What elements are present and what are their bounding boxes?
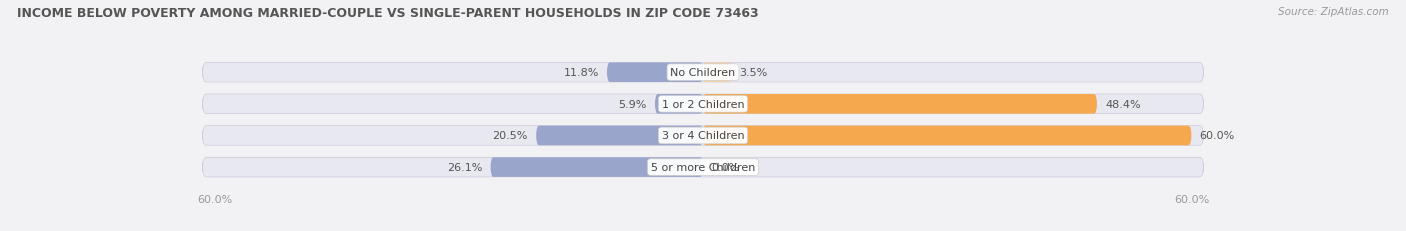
FancyBboxPatch shape (491, 158, 703, 177)
FancyBboxPatch shape (202, 63, 1204, 83)
Text: 48.4%: 48.4% (1105, 99, 1140, 109)
FancyBboxPatch shape (703, 95, 1097, 114)
FancyBboxPatch shape (202, 158, 1204, 177)
Text: 11.8%: 11.8% (564, 68, 599, 78)
FancyBboxPatch shape (607, 63, 703, 83)
Text: 0.0%: 0.0% (711, 162, 740, 172)
FancyBboxPatch shape (202, 95, 1204, 114)
FancyBboxPatch shape (202, 126, 1204, 146)
Text: 5.9%: 5.9% (619, 99, 647, 109)
Text: 5 or more Children: 5 or more Children (651, 162, 755, 172)
Text: Source: ZipAtlas.com: Source: ZipAtlas.com (1278, 7, 1389, 17)
FancyBboxPatch shape (703, 126, 1191, 146)
Text: 20.5%: 20.5% (492, 131, 529, 141)
Text: 60.0%: 60.0% (1199, 131, 1234, 141)
FancyBboxPatch shape (655, 95, 703, 114)
Text: INCOME BELOW POVERTY AMONG MARRIED-COUPLE VS SINGLE-PARENT HOUSEHOLDS IN ZIP COD: INCOME BELOW POVERTY AMONG MARRIED-COUPL… (17, 7, 758, 20)
FancyBboxPatch shape (536, 126, 703, 146)
Text: 3.5%: 3.5% (740, 68, 768, 78)
Text: 3 or 4 Children: 3 or 4 Children (662, 131, 744, 141)
Text: 26.1%: 26.1% (447, 162, 482, 172)
Text: No Children: No Children (671, 68, 735, 78)
FancyBboxPatch shape (703, 63, 731, 83)
Text: 1 or 2 Children: 1 or 2 Children (662, 99, 744, 109)
